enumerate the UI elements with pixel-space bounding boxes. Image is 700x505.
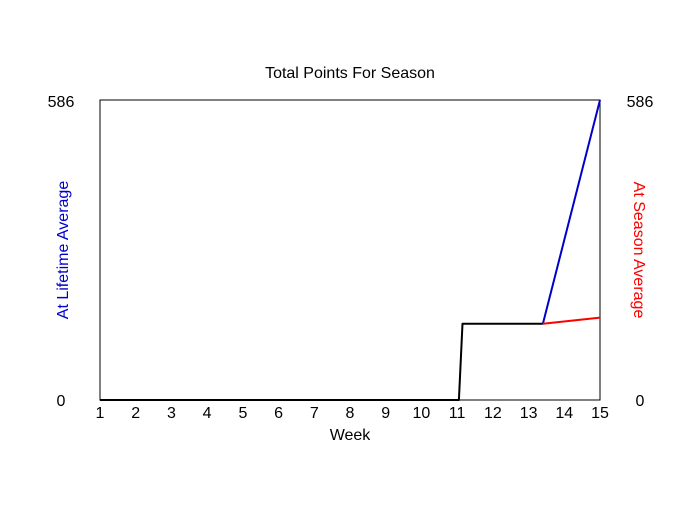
x-axis-ticks: 1 2 3 4 5 6 7 8 9 10 11 12 13 14 15 — [96, 405, 609, 422]
x-tick-label: 1 — [96, 405, 105, 422]
x-tick-label: 9 — [381, 405, 390, 422]
x-tick-label: 3 — [167, 405, 176, 422]
x-tick-label: 2 — [131, 405, 140, 422]
x-tick-label: 7 — [310, 405, 319, 422]
x-tick-label: 5 — [238, 405, 247, 422]
x-tick-label: 6 — [274, 405, 283, 422]
x-tick-label: 11 — [449, 405, 466, 422]
x-axis-label: Week — [330, 427, 372, 444]
series-layer — [100, 99, 601, 401]
plot-area — [99, 99, 601, 401]
series-line-0 — [100, 322, 543, 401]
x-tick-label: 14 — [555, 405, 573, 422]
series-line-1 — [541, 99, 601, 324]
x-tick-label: 15 — [591, 405, 609, 422]
y-axis-label-left: At Lifetime Average — [55, 181, 72, 320]
series-line-2 — [542, 316, 601, 325]
x-tick-label: 12 — [484, 405, 502, 422]
y-axis-label-right: At Season Average — [630, 182, 647, 319]
y-tick-right-top: 586 — [627, 94, 654, 111]
y-tick-right-bottom: 0 — [636, 393, 645, 410]
x-tick-label: 13 — [520, 405, 538, 422]
chart-title: Total Points For Season — [265, 65, 435, 82]
x-tick-label: 8 — [346, 405, 355, 422]
x-tick-label: 10 — [413, 405, 431, 422]
x-tick-label: 4 — [203, 405, 212, 422]
y-tick-left-top: 586 — [48, 94, 75, 111]
y-tick-left-bottom: 0 — [57, 393, 66, 410]
